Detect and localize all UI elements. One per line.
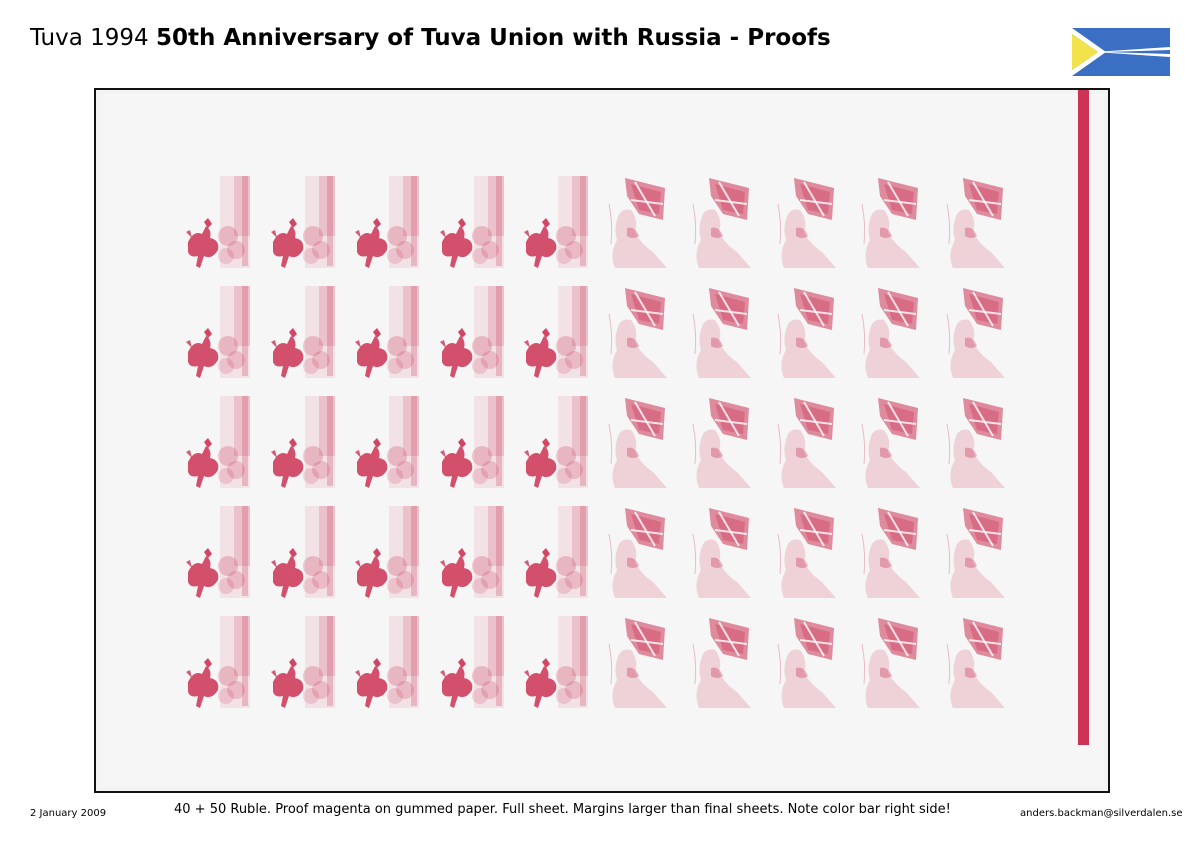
portrait-flag-stamp-icon bbox=[946, 178, 1005, 268]
horseman-stamp-icon bbox=[270, 176, 335, 268]
portrait-flag-stamp-icon bbox=[692, 398, 751, 488]
sheet-paper bbox=[100, 94, 1104, 787]
horseman-stamp-icon bbox=[524, 176, 588, 268]
horseman-stamp-icon bbox=[524, 396, 588, 488]
portrait-flag-stamp-icon bbox=[608, 398, 667, 488]
portrait-flag-stamp-icon bbox=[946, 508, 1005, 598]
portrait-flag-stamp-icon bbox=[608, 288, 667, 378]
portrait-flag-stamp-icon bbox=[692, 288, 751, 378]
title-regular: Tuva 1994 bbox=[30, 25, 156, 51]
portrait-flag-stamp-icon bbox=[777, 618, 836, 708]
stamp-sheet bbox=[94, 88, 1110, 793]
portrait-flag-stamp-icon bbox=[777, 508, 836, 598]
horseman-stamp-icon bbox=[270, 396, 335, 488]
horseman-stamp-icon bbox=[355, 506, 419, 598]
portrait-flag-stamp-icon bbox=[946, 398, 1005, 488]
horseman-stamp-icon bbox=[355, 396, 419, 488]
portrait-flag-stamp-icon bbox=[692, 618, 751, 708]
horseman-stamp-icon bbox=[439, 616, 504, 708]
horseman-stamp-icon bbox=[524, 506, 588, 598]
portrait-flag-stamp-icon bbox=[946, 618, 1005, 708]
page-title: Tuva 1994 50th Anniversary of Tuva Union… bbox=[30, 22, 831, 54]
portrait-flag-stamp-icon bbox=[861, 288, 920, 378]
horseman-stamp-icon bbox=[186, 286, 250, 378]
footer-email[interactable]: anders.backman@silverdalen.se bbox=[1020, 808, 1183, 819]
portrait-flag-stamp-icon bbox=[861, 508, 920, 598]
portrait-flag-stamp-icon bbox=[777, 178, 836, 268]
portrait-flag-stamp-icon bbox=[608, 178, 667, 268]
portrait-flag-stamp-icon bbox=[692, 508, 751, 598]
color-bar bbox=[1078, 90, 1089, 745]
footer-date: 2 January 2009 bbox=[30, 808, 107, 819]
portrait-flag-stamp-icon bbox=[946, 288, 1005, 378]
horseman-stamp-icon bbox=[355, 286, 419, 378]
portrait-flag-stamp-icon bbox=[777, 288, 836, 378]
portrait-flag-stamp-icon bbox=[608, 618, 667, 708]
horseman-stamp-icon bbox=[186, 176, 250, 268]
horseman-stamp-icon bbox=[355, 616, 419, 708]
horseman-stamp-icon bbox=[186, 616, 250, 708]
tuva-flag-icon bbox=[1072, 28, 1170, 76]
horseman-stamp-icon bbox=[186, 506, 250, 598]
title-bold: 50th Anniversary of Tuva Union with Russ… bbox=[156, 25, 831, 51]
horseman-stamp-icon bbox=[270, 506, 335, 598]
horseman-stamp-icon bbox=[439, 176, 504, 268]
horseman-stamp-icon bbox=[524, 286, 588, 378]
horseman-stamp-icon bbox=[439, 506, 504, 598]
horseman-stamp-icon bbox=[524, 616, 588, 708]
horseman-stamp-icon bbox=[439, 396, 504, 488]
footer-caption: 40 + 50 Ruble. Proof magenta on gummed p… bbox=[174, 802, 951, 817]
horseman-stamp-icon bbox=[270, 286, 335, 378]
horseman-stamp-icon bbox=[186, 396, 250, 488]
portrait-flag-stamp-icon bbox=[777, 398, 836, 488]
portrait-flag-stamp-icon bbox=[861, 178, 920, 268]
stamp-grid bbox=[96, 90, 1112, 795]
horseman-stamp-icon bbox=[439, 286, 504, 378]
portrait-flag-stamp-icon bbox=[861, 398, 920, 488]
portrait-flag-stamp-icon bbox=[861, 618, 920, 708]
horseman-stamp-icon bbox=[270, 616, 335, 708]
horseman-stamp-icon bbox=[355, 176, 419, 268]
portrait-flag-stamp-icon bbox=[608, 508, 667, 598]
portrait-flag-stamp-icon bbox=[692, 178, 751, 268]
